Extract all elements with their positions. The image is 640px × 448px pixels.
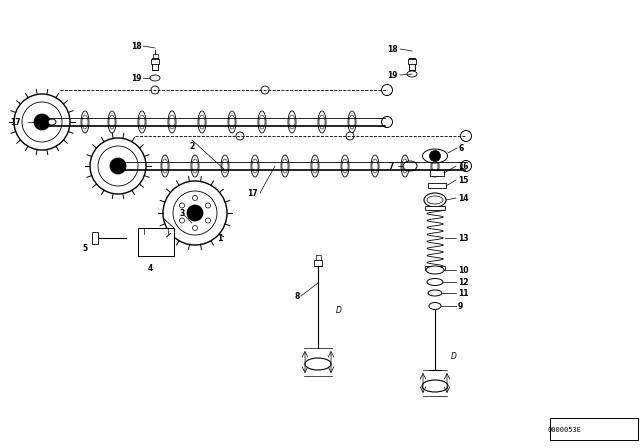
Text: 5: 5 bbox=[83, 244, 88, 253]
Ellipse shape bbox=[318, 111, 326, 133]
Text: D: D bbox=[451, 352, 457, 361]
Text: 16: 16 bbox=[458, 161, 468, 171]
Circle shape bbox=[236, 132, 244, 140]
Bar bbox=[428, 183, 446, 188]
Ellipse shape bbox=[311, 155, 319, 177]
Circle shape bbox=[461, 130, 472, 142]
Text: 18: 18 bbox=[387, 44, 398, 53]
Ellipse shape bbox=[251, 155, 259, 177]
Text: 2: 2 bbox=[189, 142, 195, 151]
Circle shape bbox=[381, 85, 392, 95]
Text: 19: 19 bbox=[131, 73, 142, 82]
Ellipse shape bbox=[150, 75, 160, 81]
Bar bbox=[152, 58, 158, 70]
Circle shape bbox=[14, 94, 70, 150]
Bar bbox=[408, 59, 416, 64]
Bar bbox=[430, 170, 444, 176]
Ellipse shape bbox=[48, 119, 56, 125]
Text: 3: 3 bbox=[179, 208, 184, 217]
Text: 4: 4 bbox=[147, 263, 152, 272]
Ellipse shape bbox=[81, 111, 89, 133]
Ellipse shape bbox=[422, 149, 447, 163]
Text: 1: 1 bbox=[218, 233, 223, 242]
Circle shape bbox=[163, 181, 227, 245]
Ellipse shape bbox=[138, 111, 146, 133]
Ellipse shape bbox=[431, 155, 439, 177]
Circle shape bbox=[34, 114, 50, 130]
Text: 19: 19 bbox=[387, 70, 398, 79]
Circle shape bbox=[261, 86, 269, 94]
Bar bbox=[314, 260, 322, 266]
Ellipse shape bbox=[348, 111, 356, 133]
Bar bbox=[425, 206, 445, 210]
Ellipse shape bbox=[429, 302, 441, 310]
Ellipse shape bbox=[198, 111, 206, 133]
Text: 10: 10 bbox=[458, 266, 468, 275]
Ellipse shape bbox=[403, 161, 417, 171]
Ellipse shape bbox=[228, 111, 236, 133]
Text: 12: 12 bbox=[458, 277, 468, 287]
Text: 6: 6 bbox=[458, 143, 463, 152]
Ellipse shape bbox=[427, 279, 443, 285]
Ellipse shape bbox=[191, 155, 199, 177]
Ellipse shape bbox=[424, 193, 446, 207]
Ellipse shape bbox=[426, 266, 444, 274]
Text: 11: 11 bbox=[458, 289, 468, 297]
Text: 0000053E: 0000053E bbox=[548, 427, 582, 433]
Circle shape bbox=[429, 151, 440, 161]
Text: 7: 7 bbox=[388, 161, 394, 171]
Ellipse shape bbox=[281, 155, 289, 177]
Ellipse shape bbox=[401, 155, 409, 177]
Text: 15: 15 bbox=[458, 176, 468, 185]
Ellipse shape bbox=[161, 155, 169, 177]
Circle shape bbox=[151, 86, 159, 94]
Circle shape bbox=[346, 132, 354, 140]
Circle shape bbox=[381, 116, 392, 128]
Circle shape bbox=[110, 158, 126, 174]
Text: 18: 18 bbox=[131, 42, 142, 51]
Bar bbox=[550, 418, 638, 440]
Bar bbox=[152, 54, 157, 58]
Ellipse shape bbox=[341, 155, 349, 177]
Ellipse shape bbox=[305, 358, 331, 370]
Ellipse shape bbox=[258, 111, 266, 133]
Bar bbox=[425, 266, 445, 270]
Ellipse shape bbox=[288, 111, 296, 133]
Bar bbox=[138, 228, 174, 256]
Ellipse shape bbox=[371, 155, 379, 177]
Text: D: D bbox=[336, 306, 342, 314]
Ellipse shape bbox=[168, 111, 176, 133]
Circle shape bbox=[187, 205, 203, 221]
Bar bbox=[151, 59, 159, 64]
Bar bbox=[316, 255, 321, 260]
Ellipse shape bbox=[407, 71, 417, 77]
Bar bbox=[92, 232, 98, 244]
Text: 9: 9 bbox=[458, 302, 463, 310]
Bar bbox=[409, 58, 415, 70]
Text: 17: 17 bbox=[248, 189, 258, 198]
Text: 8: 8 bbox=[294, 292, 300, 301]
Circle shape bbox=[461, 160, 472, 172]
Ellipse shape bbox=[221, 155, 229, 177]
Ellipse shape bbox=[428, 290, 442, 296]
Ellipse shape bbox=[422, 380, 448, 392]
Text: 14: 14 bbox=[458, 194, 468, 202]
Ellipse shape bbox=[108, 111, 116, 133]
Circle shape bbox=[90, 138, 146, 194]
Text: 13: 13 bbox=[458, 233, 468, 242]
Text: 17: 17 bbox=[10, 117, 20, 126]
